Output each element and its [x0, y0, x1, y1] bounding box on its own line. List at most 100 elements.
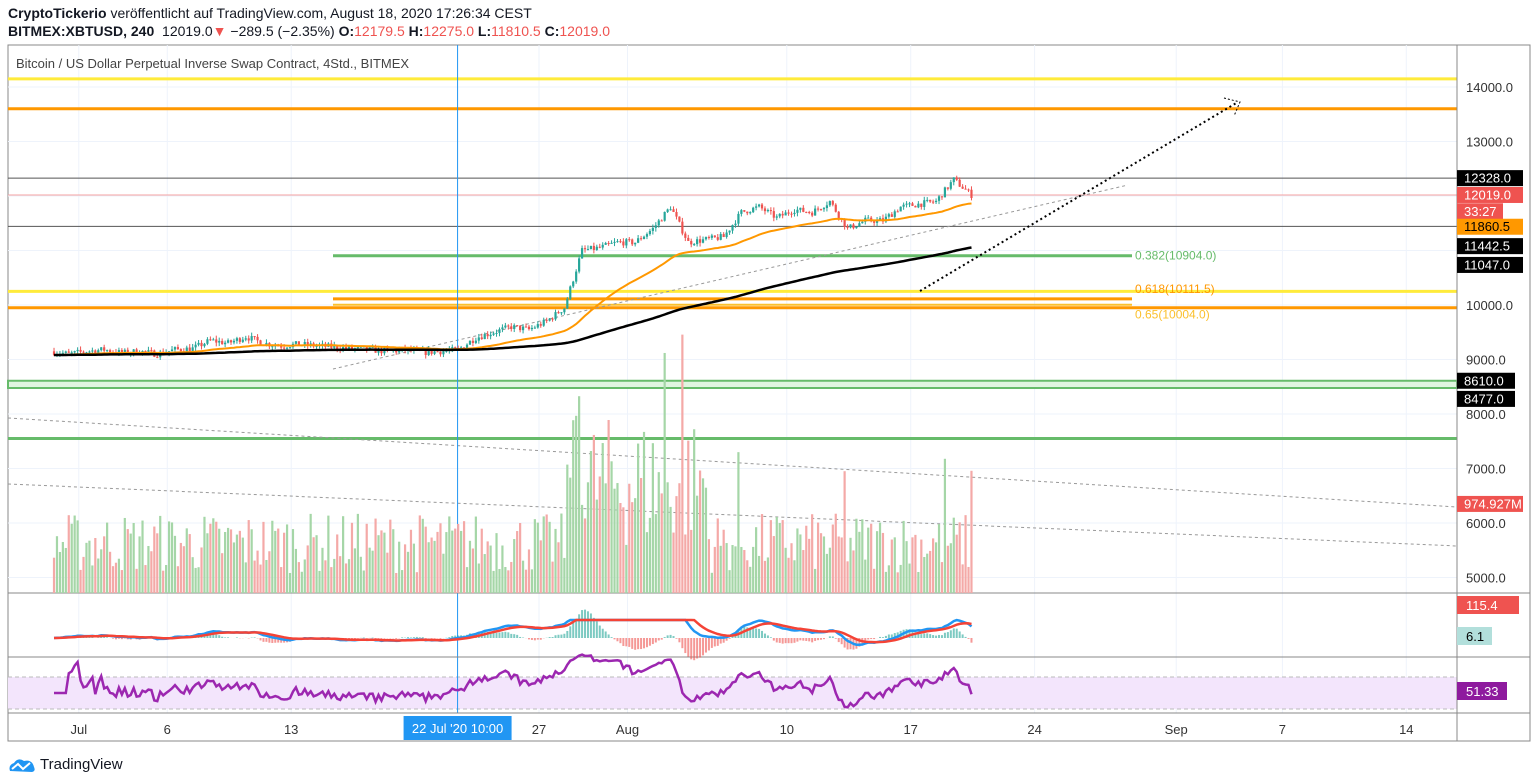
volume-bar — [917, 572, 920, 593]
candle-body — [224, 342, 227, 345]
volume-bar — [513, 539, 516, 593]
volume-bar — [861, 519, 864, 593]
candle-body — [654, 225, 657, 228]
macd-histogram-bar — [604, 631, 607, 638]
candle-body — [849, 224, 852, 228]
candle-body — [226, 340, 230, 343]
candle-body — [867, 217, 870, 219]
candle-body — [67, 351, 70, 353]
volume-bar — [383, 532, 386, 593]
macd-histogram-bar — [890, 634, 893, 638]
volume-bar — [905, 541, 908, 593]
volume-bar — [52, 557, 56, 593]
volume-bar — [654, 514, 657, 593]
publish-info: veröffentlicht auf TradingView.com, Augu… — [110, 5, 532, 21]
macd-histogram-bar — [654, 638, 657, 643]
volume-bar — [147, 545, 150, 593]
macd-histogram-bar — [808, 638, 811, 642]
volume-bar — [114, 562, 118, 593]
volume-bar — [309, 513, 312, 593]
candle-body — [734, 223, 737, 226]
candle-body — [218, 340, 221, 343]
rsi-badge — [1457, 682, 1507, 700]
candle-body — [657, 220, 660, 226]
volume-bar — [374, 518, 377, 593]
candle-body — [524, 326, 528, 328]
crosshair-time-badge — [403, 716, 512, 740]
candle-body — [890, 214, 893, 217]
volume-bar — [212, 518, 215, 593]
macd-histogram-bar — [881, 637, 884, 638]
candle-body — [575, 271, 578, 282]
candle-body — [247, 338, 250, 341]
volume-bar — [572, 420, 575, 593]
macd-histogram-bar — [566, 630, 569, 638]
candle-body — [837, 211, 840, 219]
candle-body — [103, 347, 106, 351]
volume-bar — [344, 563, 348, 593]
volume-bar — [448, 516, 451, 593]
candle-body — [834, 204, 837, 212]
price-badge-label: 974.927M — [1464, 496, 1522, 511]
macd-histogram-bar — [212, 633, 215, 638]
volume-bar — [616, 483, 619, 593]
volume-bar — [294, 548, 298, 593]
volume-bar — [519, 522, 522, 593]
volume-bar — [442, 553, 445, 593]
ohlc-line: BITMEX:XBTUSD, 240 12019.0▼ −289.5 (−2.3… — [8, 23, 610, 39]
macd-histogram-bar — [678, 638, 681, 643]
volume-bar — [926, 553, 929, 593]
volume-bar — [808, 538, 811, 593]
candle-body — [306, 342, 309, 346]
candle-body — [212, 339, 215, 341]
macd-histogram-bar — [265, 638, 268, 642]
volume-bar — [601, 443, 604, 593]
trendline-resistance — [7, 417, 1458, 508]
volume-bar — [719, 545, 722, 593]
candle-body — [704, 237, 708, 240]
macd-value: 115.4 — [1466, 598, 1498, 613]
volume-bar — [521, 560, 525, 593]
candle-body — [365, 346, 368, 351]
time-tick-label: 10 — [780, 722, 794, 737]
macd-histogram-bar — [377, 638, 380, 639]
volume-bar — [238, 530, 241, 593]
macd-histogram-bar — [884, 635, 887, 638]
candle-body — [678, 216, 681, 222]
volume-bar — [138, 536, 141, 593]
candle-body — [474, 340, 477, 343]
volume-bar — [368, 547, 371, 593]
macd-histogram-bar — [645, 638, 648, 648]
volume-bar — [486, 541, 489, 593]
volume-bar — [445, 532, 448, 593]
candle-body — [645, 234, 649, 237]
macd-histogram-bar — [448, 637, 451, 638]
volume-bar — [734, 546, 737, 593]
macd-histogram-bar — [424, 638, 427, 639]
volume-bar — [731, 545, 734, 593]
candle-body — [424, 349, 427, 356]
author[interactable]: CryptoTickerio — [8, 5, 107, 21]
price-tick-label: 13000.0 — [1466, 135, 1513, 150]
volume-bar — [167, 521, 171, 593]
volume-bar — [560, 513, 563, 593]
candle-body — [70, 352, 73, 354]
candle-body — [94, 350, 97, 354]
candle-body — [728, 230, 731, 233]
volume-bar — [406, 551, 410, 593]
tradingview-footer[interactable]: TradingView — [8, 756, 123, 773]
macd-histogram-bar — [887, 634, 890, 638]
candle-body — [831, 201, 834, 205]
macd-histogram-bar — [967, 638, 970, 639]
macd-histogram-bar — [961, 634, 964, 638]
candle-body — [861, 221, 864, 224]
candle-body — [542, 319, 545, 326]
candle-body — [949, 182, 952, 189]
candle-body — [156, 356, 159, 358]
macd-histogram-bar — [681, 638, 684, 649]
volume-bar — [684, 534, 687, 593]
volume-bar — [716, 518, 719, 593]
volume-bar — [462, 521, 466, 593]
macd-histogram-bar — [908, 629, 911, 638]
